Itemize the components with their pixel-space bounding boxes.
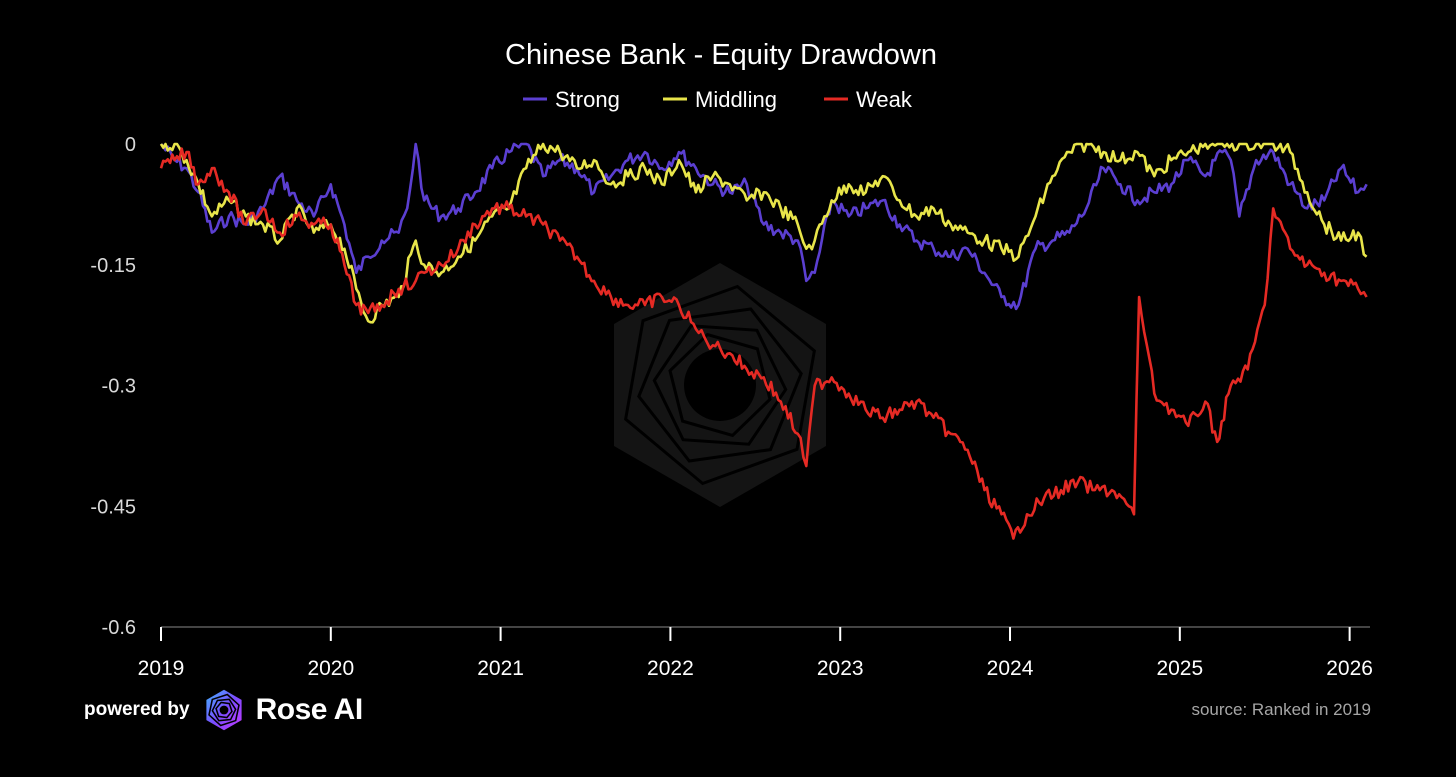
brand-name: Rose AI bbox=[255, 693, 364, 726]
x-tick-label: 2020 bbox=[307, 657, 354, 680]
x-tick-label: 2021 bbox=[477, 657, 524, 680]
y-axis: 0 -0.15 -0.3 -0.45 -0.6 bbox=[90, 134, 136, 639]
chart-canvas: Chinese Bank - Equity Drawdown Strong Mid… bbox=[90, 39, 1373, 680]
series-line-strong bbox=[160, 142, 1368, 311]
y-tick-label: -0.6 bbox=[102, 617, 136, 639]
y-tick-label: -0.45 bbox=[90, 496, 136, 518]
x-tick-label: 2026 bbox=[1326, 657, 1373, 680]
y-tick-label: -0.15 bbox=[90, 255, 136, 277]
rose-watermark-icon bbox=[614, 263, 826, 507]
legend-label: Middling bbox=[695, 87, 777, 112]
x-tick-label: 2025 bbox=[1156, 657, 1203, 680]
x-tick-label: 2019 bbox=[138, 657, 185, 680]
chart-title: Chinese Bank - Equity Drawdown bbox=[505, 39, 937, 71]
rose-ai-logo-icon bbox=[205, 689, 242, 731]
x-tick-label: 2023 bbox=[817, 657, 864, 680]
legend: Strong Middling Weak bbox=[523, 87, 913, 112]
x-tick-label: 2022 bbox=[647, 657, 694, 680]
series-line-weak bbox=[159, 147, 1368, 540]
legend-item-strong[interactable]: Strong bbox=[523, 87, 620, 112]
legend-label: Strong bbox=[555, 87, 620, 112]
y-tick-label: 0 bbox=[125, 134, 136, 156]
plot-lines bbox=[159, 142, 1368, 540]
footer: powered by Rose AI sour bbox=[0, 680, 1456, 740]
powered-by-label: powered by bbox=[84, 699, 190, 720]
legend-item-weak[interactable]: Weak bbox=[824, 87, 913, 112]
x-tick-label: 2024 bbox=[987, 657, 1034, 680]
x-axis: 2019 2020 2021 2022 2023 2024 2025 2026 bbox=[138, 626, 1373, 680]
brand-lockup[interactable]: powered by Rose AI bbox=[84, 684, 363, 736]
y-tick-label: -0.3 bbox=[102, 376, 136, 398]
series-line-middling bbox=[159, 142, 1368, 324]
legend-label: Weak bbox=[856, 87, 913, 112]
source-note: source: Ranked in 2019 bbox=[1191, 700, 1371, 719]
legend-item-middling[interactable]: Middling bbox=[663, 87, 777, 112]
